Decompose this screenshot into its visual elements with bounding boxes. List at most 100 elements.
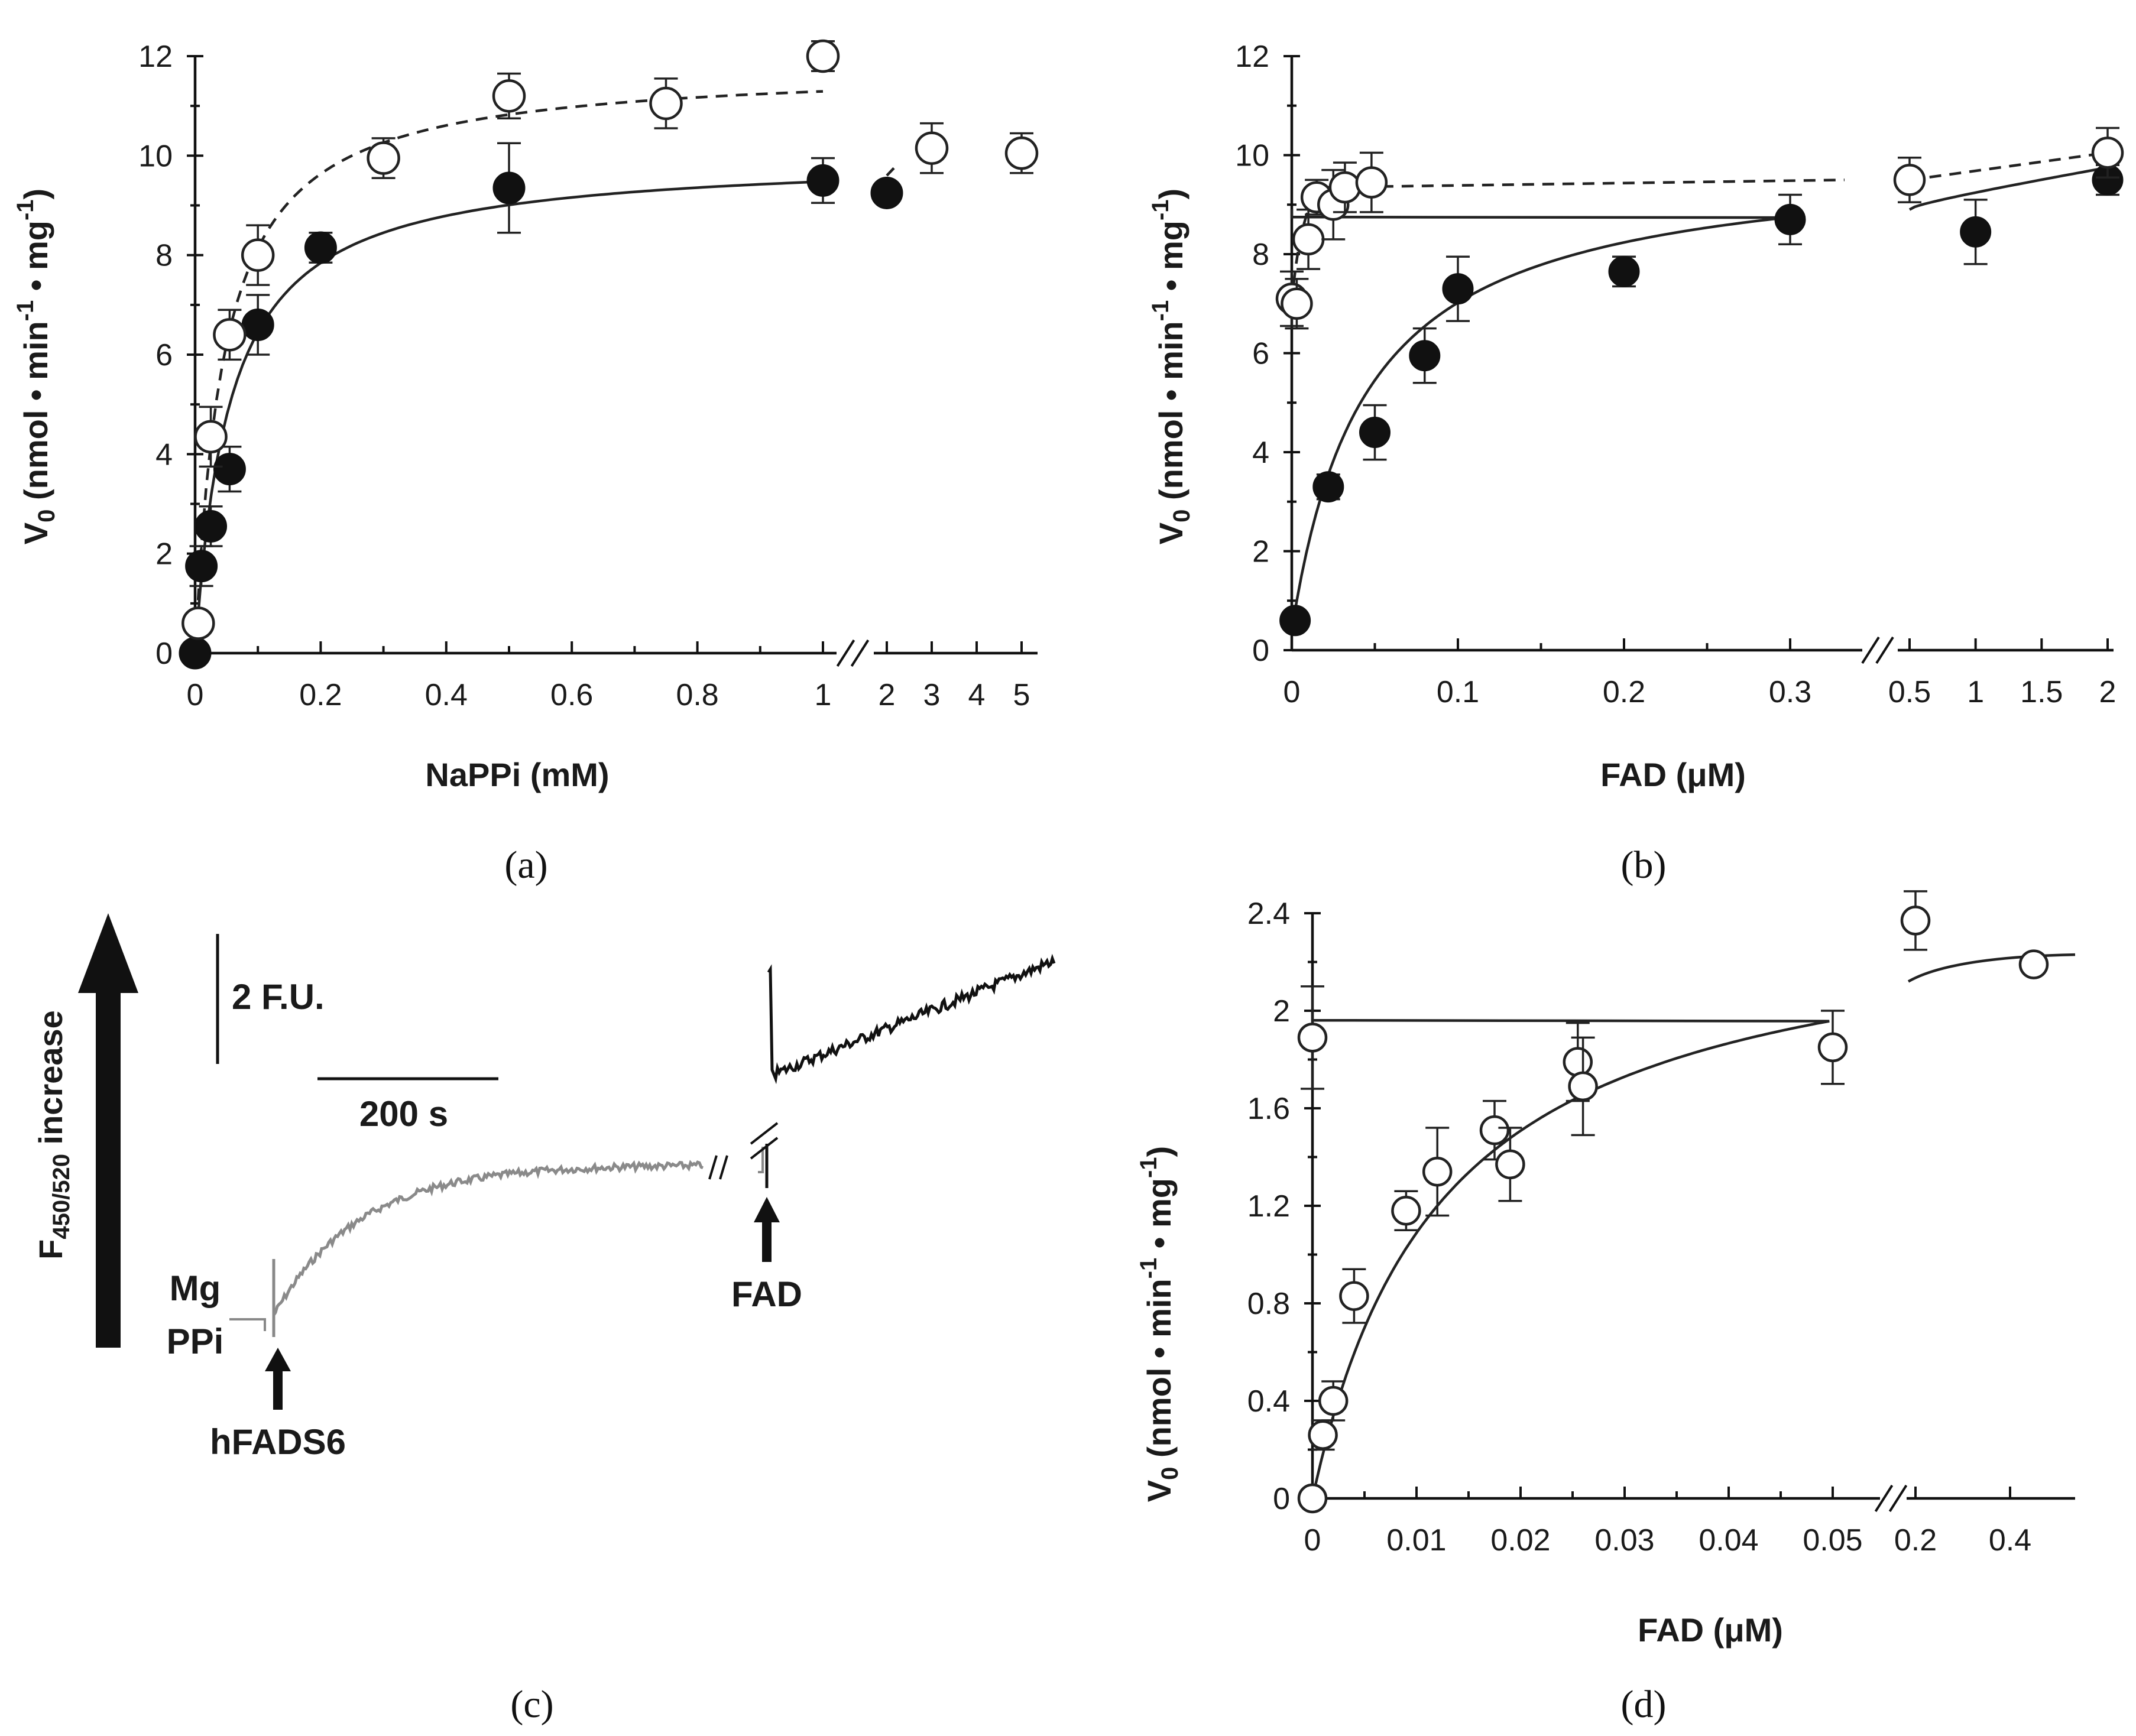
panel-a-point-filled	[195, 510, 228, 543]
panel-d-point-open	[1495, 1149, 1525, 1180]
panel-a-point-filled	[185, 550, 218, 583]
panel-a-label: (a)	[504, 843, 547, 887]
panel-a-x-tick-label: 0.2	[299, 678, 342, 712]
panel-a-point-open	[915, 131, 949, 165]
fluorescence-trace-after-fad	[767, 953, 1056, 1085]
panel-c-ylabel: F450/520 increase	[32, 1010, 74, 1260]
panel-b-point-filled	[1960, 216, 1992, 248]
panel-d-x-tick-label: 0.04	[1699, 1523, 1758, 1557]
panel-b-point-filled	[1608, 255, 1640, 287]
panel-c: F450/520 increase 2 F.U. 200 s Mg PPi hF…	[32, 913, 1056, 1726]
panel-b: 0 2 4 6 8 10 12 0 0.1 0.2 0.3 0.5 1 1.5 2 V0 (nmol • m…	[1148, 40, 2124, 887]
panel-d-ylabel: V0 (nmol • min-1 • mg-1)	[1136, 1146, 1183, 1502]
panel-a-x-tick-label: 0	[187, 678, 204, 712]
panel-a-point-open	[367, 141, 400, 175]
panel-b-point-filled	[1279, 605, 1311, 637]
panel-b-x-tick-label: 2	[2099, 675, 2116, 709]
panel-b-x-tick-label: 0	[1283, 675, 1301, 709]
hfads6-arrow	[265, 1348, 291, 1410]
panel-d-x-tick-label: 0	[1304, 1523, 1321, 1557]
panel-d-point-open	[1391, 1196, 1421, 1226]
panel-b-y-tick-label: 4	[1252, 436, 1269, 470]
panel-b-y-tick-label: 0	[1252, 634, 1269, 668]
panel-a-point-open	[241, 238, 275, 272]
panel-d-y-tick-label: 2	[1273, 994, 1290, 1028]
panel-d-fit-solid	[1311, 1008, 1830, 1499]
panel-d-point-open	[1318, 1385, 1349, 1416]
panel-b-x-tick-label: 0.2	[1603, 675, 1645, 709]
panel-a-fit-solid-tail	[886, 167, 895, 177]
panel-b-point-open	[1328, 171, 1362, 204]
baseline-trace	[229, 1318, 266, 1331]
panel-a-y-tick-label: 8	[155, 239, 173, 273]
panel-a-y-tick-label: 0	[155, 637, 173, 671]
panel-b-point-filled	[1442, 273, 1474, 305]
panel-d-point-open	[1900, 906, 1931, 936]
panel-a-y-tick-label: 6	[155, 338, 173, 372]
panel-d-y-tick-label: 2.4	[1247, 897, 1290, 931]
increase-arrow	[78, 913, 138, 1348]
panel-b-fit-dashed	[1290, 179, 1845, 304]
panel-d-xlabel: FAD (μM)	[1638, 1611, 1783, 1649]
panel-a-x-tick-label: 0.4	[425, 678, 468, 712]
panel-d-y-tick-label: 1.6	[1247, 1092, 1290, 1126]
panel-b-x-tick-label: 0.3	[1769, 675, 1811, 709]
panel-b-point-open	[1292, 223, 1325, 256]
mg-label: Mg	[170, 1268, 221, 1308]
panel-b-point-filled	[1359, 417, 1390, 448]
panel-d-x-tick-label: 0.2	[1894, 1523, 1937, 1557]
panel-a-point-filled	[870, 176, 903, 209]
panel-a-axis-break	[836, 639, 870, 667]
panel-d-axis-break	[1874, 1484, 1908, 1513]
panel-b-x-tick-label: 0.1	[1437, 675, 1479, 709]
panel-a-x-tick-label: 4	[968, 678, 986, 712]
panel-d-point-open	[1422, 1157, 1453, 1187]
panel-a-y-tick-label: 2	[155, 537, 173, 572]
fad-label: FAD	[731, 1274, 802, 1314]
panel-b-point-filled	[1774, 203, 1806, 235]
panel-a-ylabel: V0 (nmol • min-1 • mg-1)	[12, 189, 60, 544]
panel-a-y-tick-label: 4	[155, 437, 173, 472]
panel-a-fit-dashed	[194, 90, 824, 641]
panel-b-y-tick-label: 8	[1252, 238, 1269, 272]
panel-a-x-tick-label: 0.8	[676, 678, 718, 712]
panel-b-fit-dashed-right	[1909, 151, 2108, 181]
panel-b-x-tick-label: 1.5	[2020, 675, 2063, 709]
panel-d-point-open	[1339, 1281, 1369, 1311]
panel-d-point-open	[1297, 1023, 1328, 1053]
panel-b-point-open	[1893, 164, 1926, 196]
panel-a-point-open	[492, 79, 526, 113]
panel-b-y-tick-label: 6	[1252, 337, 1269, 371]
panel-d-label: (d)	[1621, 1683, 1667, 1726]
fluorescence-trace-before-fad	[272, 1160, 704, 1316]
panel-d-x-tick-label: 0.01	[1386, 1523, 1446, 1557]
panel-a-point-filled	[492, 171, 526, 205]
panel-a-point-open	[213, 318, 247, 352]
panel-a-point-open	[181, 606, 215, 640]
panel-d-point-open	[1563, 1047, 1593, 1077]
panel-a-x-tick-label: 0.6	[550, 678, 593, 712]
panel-a-point-open	[649, 86, 683, 121]
panel-a-y-tick-label: 10	[138, 139, 173, 173]
panel-b-axis-break	[1861, 636, 1894, 664]
panel-d-point-open	[1568, 1071, 1598, 1102]
trace-break-mark	[708, 1155, 728, 1180]
panel-b-label: (b)	[1621, 843, 1667, 887]
panel-a-x-tick-label: 2	[879, 678, 896, 712]
panel-b-y-tick-label: 10	[1235, 139, 1269, 173]
panel-a-point-filled	[241, 309, 274, 341]
panel-b-x-tick-label: 0.5	[1888, 675, 1931, 709]
panel-d-x-tick-label: 0.03	[1594, 1523, 1654, 1557]
hfads6-label: hFADS6	[210, 1422, 346, 1462]
panel-d-x-tick-label: 0.4	[1989, 1523, 2031, 1557]
panel-a-point-filled	[179, 637, 212, 670]
panel-a-point-filled	[213, 453, 246, 486]
panel-b-point-open	[2091, 137, 2124, 169]
panel-b-y-tick-label: 12	[1235, 40, 1269, 74]
panel-a-point-open	[194, 420, 228, 454]
panel-a-point-filled	[806, 164, 840, 197]
pre-fad-trace	[758, 1147, 764, 1173]
panel-b-y-tick-label: 2	[1252, 535, 1269, 569]
